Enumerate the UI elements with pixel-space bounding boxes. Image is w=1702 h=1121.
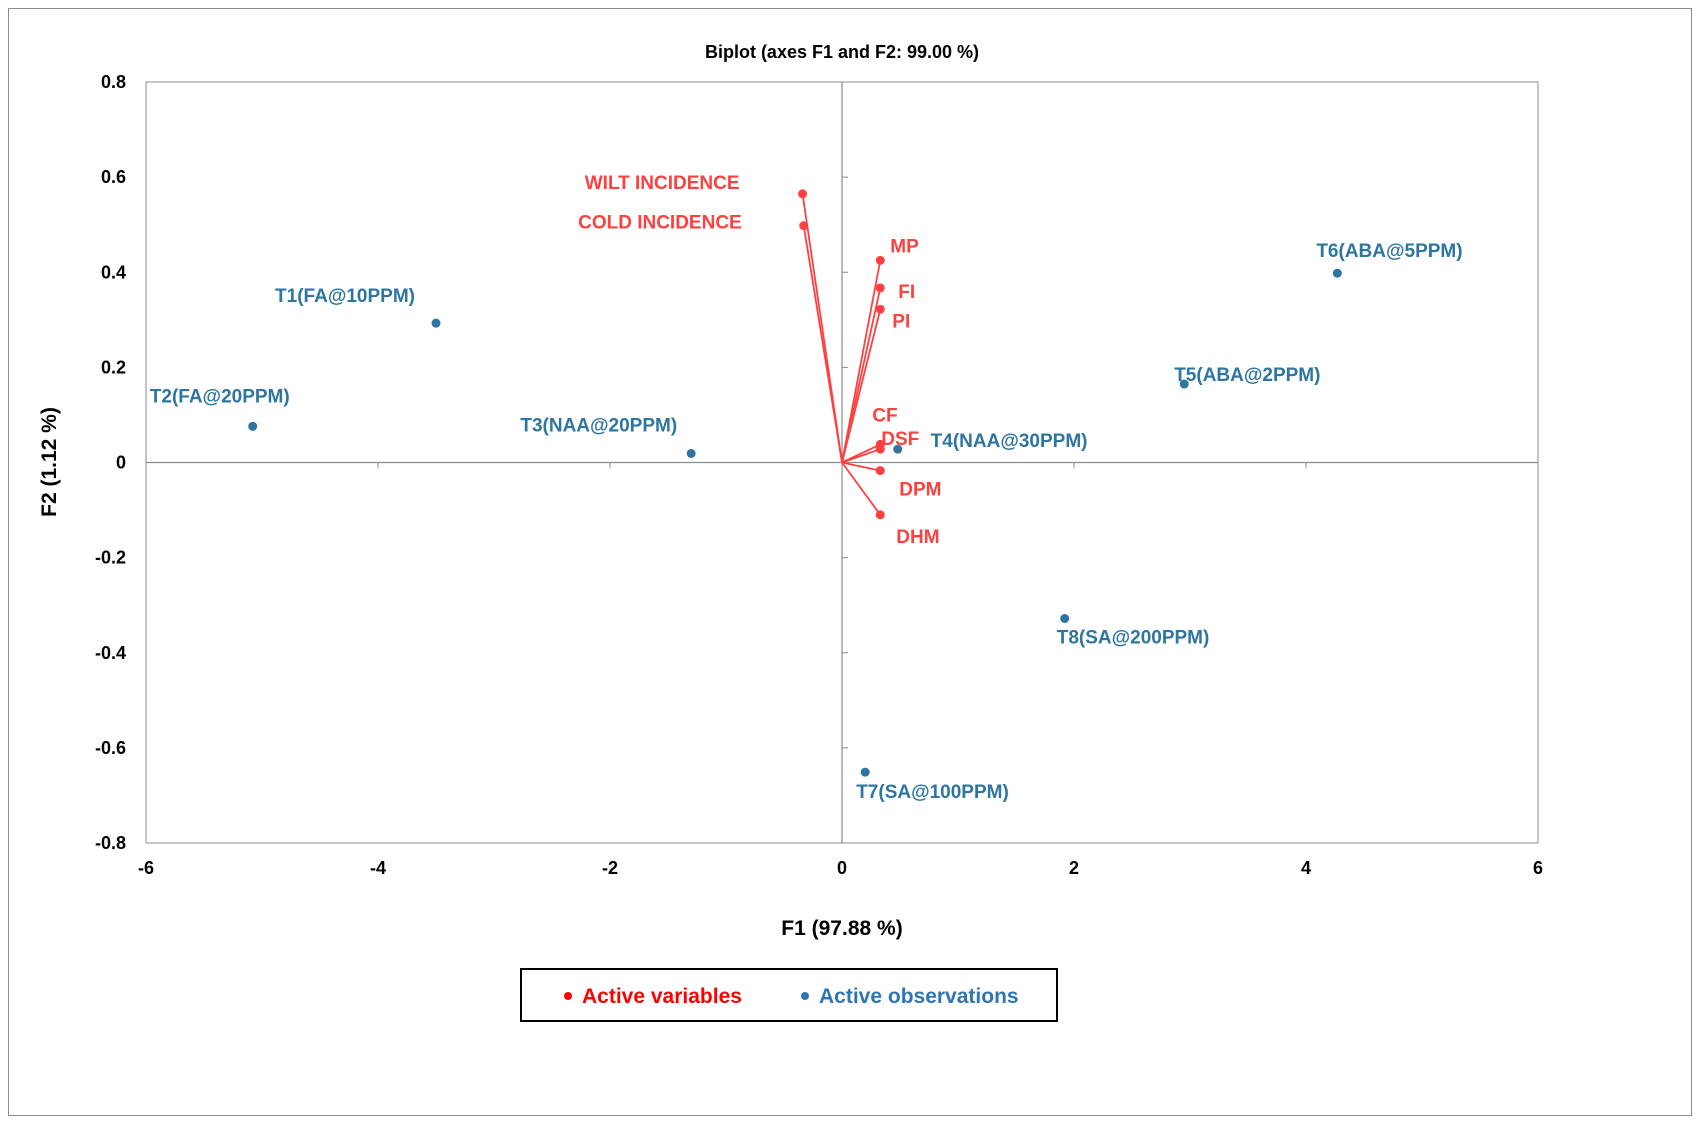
observation-label: T7(SA@100PPM) — [856, 782, 1009, 803]
legend-box — [520, 968, 1058, 1022]
variable-label: PI — [892, 311, 910, 332]
observation-label: T3(NAA@20PPM) — [520, 415, 677, 436]
legend-marker-variables — [564, 992, 572, 1000]
y-tick-label: 0.4 — [101, 262, 126, 282]
x-tick-label: 4 — [1301, 858, 1311, 878]
variable-point — [875, 510, 885, 520]
observation-point — [248, 421, 258, 431]
observation-point — [1060, 614, 1070, 624]
y-tick-label: 0.2 — [101, 357, 126, 377]
y-axis-ticks: 0.8 0.6 0.4 0.2 0 -0.2 -0.4 -0.6 -0.8 — [95, 72, 848, 853]
variable-label: MP — [890, 236, 919, 257]
observation-point — [686, 448, 696, 458]
observation-point — [1179, 379, 1189, 389]
x-axis-ticks: -6 -4 -2 0 2 4 6 — [138, 462, 1543, 878]
y-tick-label: -0.6 — [95, 738, 126, 758]
y-tick-label: 0.6 — [101, 167, 126, 187]
x-tick-label: -4 — [370, 858, 386, 878]
y-tick-label: 0 — [116, 453, 126, 473]
variable-label: COLD INCIDENCE — [578, 213, 742, 234]
x-tick-label: -6 — [138, 858, 154, 878]
variable-label: DSF — [881, 429, 919, 450]
y-tick-label: -0.4 — [95, 643, 126, 663]
variable-vector — [841, 461, 882, 516]
observation-label: T1(FA@10PPM) — [275, 286, 415, 307]
variable-label: FI — [898, 282, 915, 303]
y-tick-label: -0.8 — [95, 833, 126, 853]
observation-point — [431, 318, 441, 328]
y-tick-label: 0.8 — [101, 72, 126, 92]
observation-point — [860, 767, 870, 777]
variable-vector — [841, 260, 882, 463]
variable-point — [875, 255, 885, 265]
variable-point — [875, 283, 885, 293]
point-labels: WILT INCIDENCE COLD INCIDENCE MP FI PI CF DSF D… — [150, 173, 1463, 803]
x-tick-label: 6 — [1533, 858, 1543, 878]
variable-point — [875, 444, 885, 454]
variable-vectors — [801, 193, 882, 516]
observation-label: T2(FA@20PPM) — [150, 386, 290, 407]
variable-vector — [841, 448, 881, 464]
observation-point — [893, 444, 903, 454]
observation-label: T6(ABA@5PPM) — [1316, 241, 1462, 262]
x-tick-label: 2 — [1069, 858, 1079, 878]
variable-point — [799, 221, 809, 231]
variable-label: DHM — [896, 527, 939, 548]
y-tick-label: -0.2 — [95, 548, 126, 568]
variable-vector — [802, 225, 843, 463]
observation-label: T5(ABA@2PPM) — [1174, 365, 1320, 386]
legend-label-observations: Active observations — [819, 985, 1019, 1008]
variable-vector — [841, 461, 881, 472]
legend-label-variables: Active variables — [582, 985, 742, 1008]
variable-label: DPM — [899, 480, 941, 501]
observation-label: T4(NAA@30PPM) — [931, 431, 1088, 452]
x-axis-title: F1 (97.88 %) — [781, 917, 902, 940]
variable-label: WILT INCIDENCE — [585, 173, 740, 194]
legend: Active variables Active observations — [520, 968, 1058, 1022]
legend-marker-observations — [801, 992, 809, 1000]
data-points — [248, 189, 1342, 777]
variable-point — [875, 304, 885, 314]
observation-label: T8(SA@200PPM) — [1057, 628, 1210, 649]
observation-point — [1332, 268, 1342, 278]
x-tick-label: 0 — [837, 858, 847, 878]
chart-title: Biplot (axes F1 and F2: 99.00 %) — [705, 42, 979, 62]
x-tick-label: -2 — [602, 858, 618, 878]
y-axis-title: F2 (1.12 %) — [38, 407, 61, 517]
variable-vector — [841, 309, 882, 463]
variable-point — [798, 189, 808, 199]
variable-label: CF — [872, 405, 897, 426]
variable-point — [875, 466, 885, 476]
